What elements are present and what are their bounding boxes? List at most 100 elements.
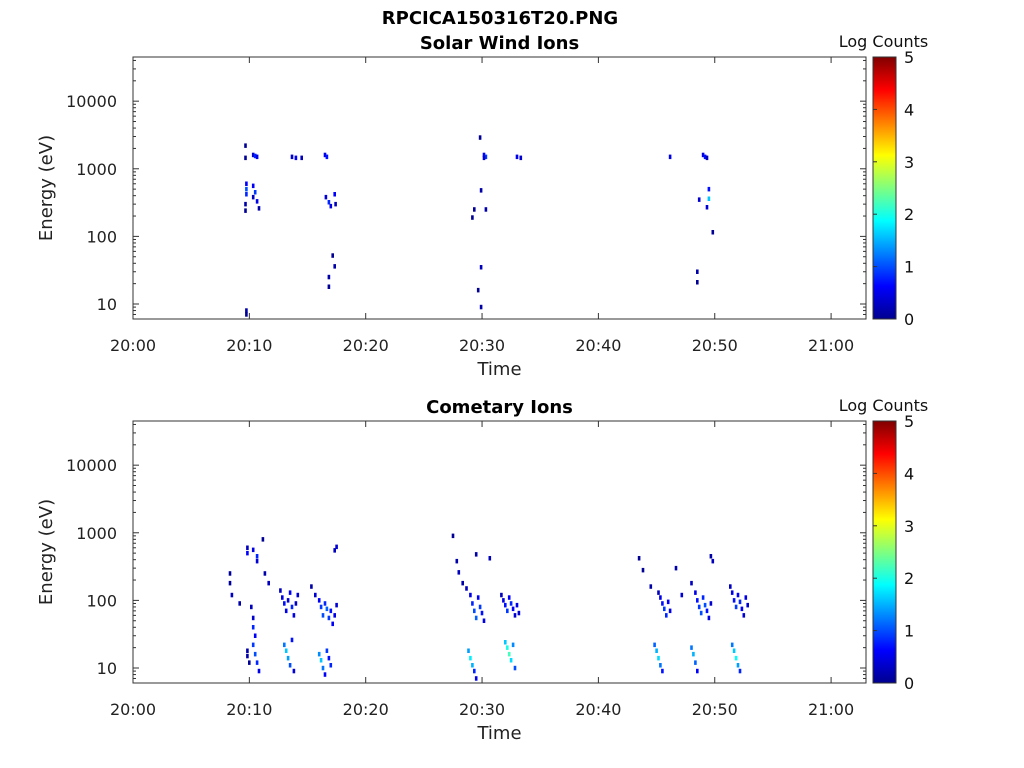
data-cell <box>513 665 517 671</box>
colorbar-tick-label: 5 <box>904 48 914 67</box>
data-cell <box>329 663 333 668</box>
colorbar-tick-label: 4 <box>904 100 914 119</box>
data-cell <box>661 668 664 674</box>
data-cell <box>255 558 259 564</box>
x-axis-label: Time <box>476 723 521 744</box>
data-cell <box>482 155 486 161</box>
y-axis-label: Energy (eV) <box>36 499 57 605</box>
y-tick-label: 100 <box>86 227 117 246</box>
data-cell <box>455 558 459 564</box>
data-cell <box>504 602 507 608</box>
data-cell <box>711 230 715 235</box>
data-cell <box>255 660 259 665</box>
data-cell <box>290 604 294 610</box>
data-cell <box>245 186 248 192</box>
data-cell <box>300 155 303 161</box>
x-tick-label: 21:00 <box>808 336 854 355</box>
data-cell <box>255 554 259 559</box>
data-cell <box>479 304 483 310</box>
data-cell <box>288 590 292 595</box>
data-cell <box>734 655 738 661</box>
data-cells <box>228 533 749 681</box>
data-cell <box>511 606 515 612</box>
colorbar <box>872 56 897 320</box>
data-cell <box>267 580 270 586</box>
figure-title: RPCICA150316T20.PNG <box>382 8 618 29</box>
data-cell <box>333 264 336 269</box>
data-cell <box>482 152 486 158</box>
data-cell <box>517 610 521 616</box>
data-cell <box>655 648 658 653</box>
data-cell <box>507 651 511 657</box>
data-cell <box>657 655 660 661</box>
y-tick-label: 10000 <box>66 456 117 475</box>
colorbar-tick-label: 3 <box>904 153 914 172</box>
data-cell <box>461 580 464 586</box>
data-cell <box>245 181 248 186</box>
data-cell <box>253 633 257 638</box>
data-cell <box>319 658 323 663</box>
data-cell <box>250 604 253 610</box>
data-cell <box>471 215 474 220</box>
data-cell <box>694 590 697 595</box>
data-cell <box>251 194 255 200</box>
data-cell <box>707 196 711 201</box>
data-cell <box>515 154 519 160</box>
data-cell <box>329 608 333 614</box>
data-cell <box>244 208 247 213</box>
solar-wind-ions-panel: Solar Wind Ions 20:00 20:10 20:20 20:30 20:40… <box>36 32 928 380</box>
data-cell <box>476 287 480 293</box>
data-cell <box>690 645 693 650</box>
data-cell <box>701 595 705 600</box>
data-cell <box>649 584 653 589</box>
data-cell <box>746 602 749 608</box>
data-cell <box>457 570 461 575</box>
data-cell <box>484 207 488 212</box>
y-tick-label: 10000 <box>66 92 117 111</box>
colorbar-tick-label: 2 <box>904 205 914 224</box>
data-cell <box>253 190 257 195</box>
data-cell <box>257 206 261 211</box>
data-cell <box>317 651 321 657</box>
x-tick-label: 20:20 <box>343 336 389 355</box>
data-cell <box>314 592 317 598</box>
data-cell <box>251 547 255 553</box>
data-cell <box>251 615 255 621</box>
data-cell <box>488 556 492 561</box>
data-cell <box>325 154 329 160</box>
data-cell <box>697 197 701 202</box>
data-cell <box>284 608 288 614</box>
data-cell <box>479 188 483 193</box>
data-cell <box>473 668 476 674</box>
data-cell <box>738 599 742 605</box>
x-tick-label: 20:40 <box>575 700 621 719</box>
x-tick-label: 20:00 <box>110 336 156 355</box>
data-cell <box>228 580 232 586</box>
data-cell <box>245 192 248 197</box>
x-axis-label: Time <box>476 359 521 380</box>
data-cell <box>245 308 248 313</box>
data-cell <box>255 154 259 160</box>
data-cell <box>484 154 488 160</box>
data-cell <box>230 592 234 598</box>
data-cell <box>504 640 507 645</box>
data-cell <box>261 537 265 542</box>
data-cell <box>701 152 705 158</box>
data-cell <box>257 668 261 674</box>
data-cell <box>659 595 662 600</box>
panel-title: Solar Wind Ions <box>420 33 579 54</box>
y-tick-label: 1000 <box>76 524 117 543</box>
data-cell <box>327 655 331 661</box>
data-cell <box>319 604 323 610</box>
colorbar-tick-label: 0 <box>904 310 914 329</box>
x-tick-label: 20:00 <box>110 700 156 719</box>
x-tick-label: 20:40 <box>575 336 621 355</box>
data-cell <box>696 598 699 603</box>
data-cell <box>331 253 334 258</box>
panel-title: Cometary Ions <box>426 397 573 418</box>
data-cell <box>263 571 267 576</box>
data-cell <box>696 280 699 285</box>
colorbar-tick-label: 0 <box>904 674 914 693</box>
data-cell <box>251 642 255 648</box>
